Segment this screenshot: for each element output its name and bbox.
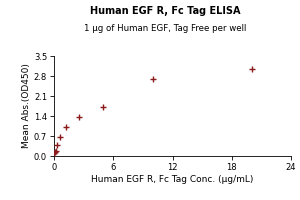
Text: Human EGF R, Fc Tag ELISA: Human EGF R, Fc Tag ELISA bbox=[90, 6, 240, 16]
Y-axis label: Mean Abs.(OD450): Mean Abs.(OD450) bbox=[22, 64, 31, 148]
Text: 1 μg of Human EGF, Tag Free per well: 1 μg of Human EGF, Tag Free per well bbox=[84, 24, 246, 33]
X-axis label: Human EGF R, Fc Tag Conc. (μg/mL): Human EGF R, Fc Tag Conc. (μg/mL) bbox=[91, 175, 254, 184]
